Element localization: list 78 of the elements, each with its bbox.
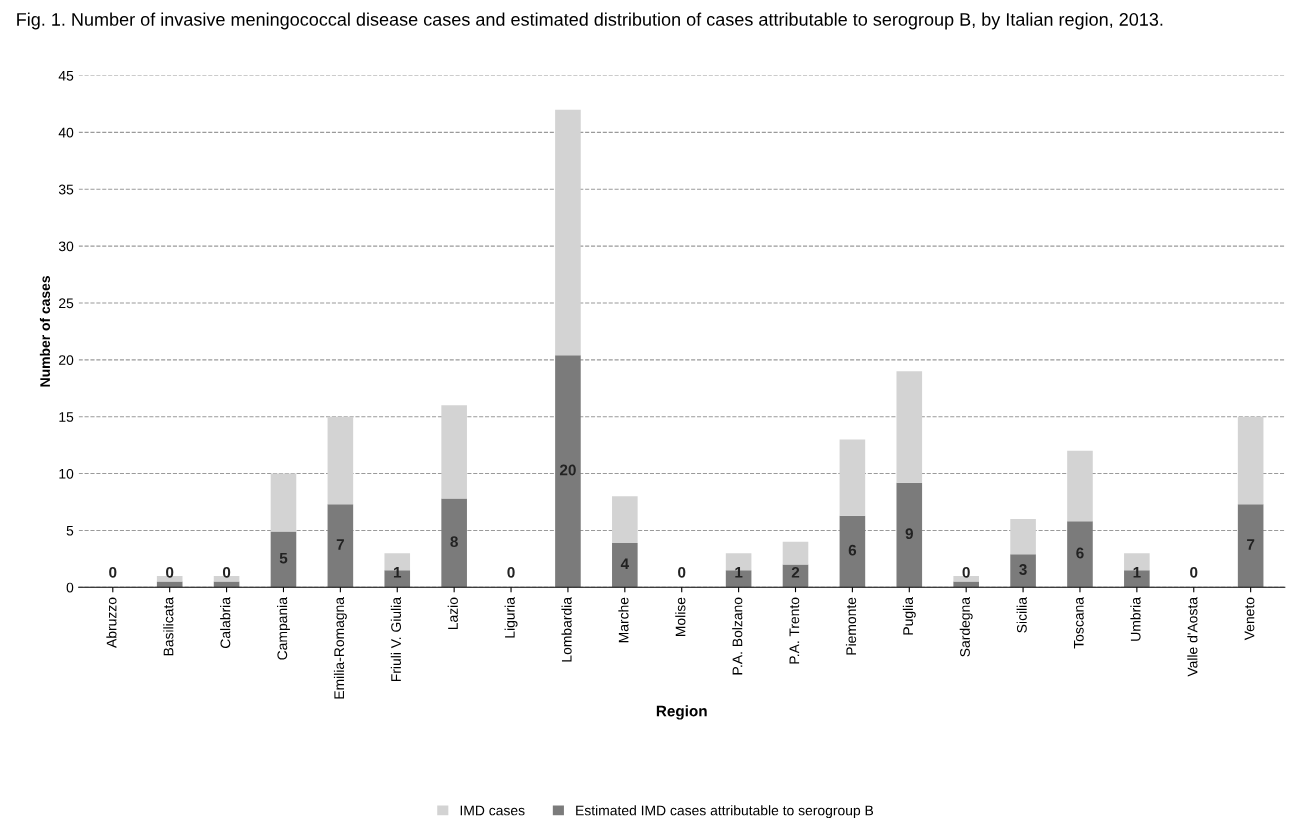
legend-label: IMD cases	[460, 805, 525, 816]
x-tick-label: Marche	[618, 597, 629, 643]
bar	[782, 541, 809, 565]
y-tick-label: 10	[59, 468, 74, 479]
x-tick-label: Piemonte	[845, 597, 857, 655]
bar	[1010, 554, 1036, 588]
data-label: 0	[109, 566, 117, 578]
x-tick-label: Molise	[675, 597, 686, 637]
data-label: 0	[1190, 566, 1198, 578]
data-label: 0	[678, 566, 686, 578]
data-label: 1	[735, 567, 743, 578]
data-label: 6	[1076, 547, 1084, 559]
bar	[1067, 450, 1093, 522]
x-tick-label: Sardegna	[959, 597, 973, 657]
data-label: 0	[962, 566, 970, 578]
bar	[327, 416, 354, 505]
bar	[1067, 521, 1093, 588]
y-tick-label: 35	[58, 184, 74, 195]
x-tick-label: Lombardia	[561, 597, 572, 662]
x-tick-label: Valle d'Aosta	[1187, 597, 1198, 677]
bar	[555, 109, 581, 356]
x-tick-label: Liguria	[504, 597, 518, 638]
y-tick-label: 5	[66, 525, 74, 536]
bar	[327, 504, 354, 588]
x-tick-label: Sicilia	[1016, 597, 1027, 633]
data-label: 2	[791, 566, 800, 578]
bar	[1237, 416, 1264, 505]
y-tick-label: 40	[58, 127, 74, 138]
data-label: 3	[1019, 564, 1027, 575]
legend-label: Estimated IMD cases attributable to serogroup B	[576, 805, 874, 819]
bar	[441, 498, 467, 588]
x-tick-label: Emilia-Romagna	[333, 597, 347, 699]
data-label: 7	[336, 539, 344, 550]
y-tick-label: 15	[59, 412, 74, 422]
bar	[896, 371, 923, 483]
bar	[270, 531, 297, 588]
bar	[839, 515, 866, 588]
x-tick-label: Abruzzo	[106, 597, 117, 648]
data-label: 8	[450, 536, 458, 548]
bar	[612, 542, 638, 588]
bar	[555, 355, 581, 588]
data-label: 1	[393, 567, 402, 578]
bar	[441, 405, 467, 499]
bar	[1237, 504, 1264, 588]
data-label: 4	[620, 558, 629, 570]
x-tick-label: P.A. Trento	[789, 597, 800, 664]
y-tick-label: 20	[59, 355, 74, 366]
x-tick-label: Umbria	[1130, 597, 1141, 641]
data-label: 0	[507, 566, 515, 578]
data-label: 0	[222, 566, 231, 578]
chart-title: Fig. 1. Number of invasive meningococcal disease cases and estimated distribution of cases attributable to serogroup B, by Italian region, 2013.	[17, 12, 1163, 30]
x-axis-title: Region	[656, 705, 707, 720]
bar	[612, 496, 638, 543]
bar	[270, 473, 297, 532]
x-tick-label: Friuli V. Giulia	[390, 597, 401, 682]
x-tick-label: Veneto	[1244, 597, 1255, 641]
x-tick-label: Toscana	[1074, 597, 1084, 649]
bar	[896, 482, 923, 588]
x-tick-label: P.A. Bolzano	[732, 597, 743, 675]
data-label: 9	[905, 528, 913, 540]
y-tick-label: 45	[58, 70, 74, 81]
data-label: 0	[166, 566, 174, 578]
data-label: 6	[848, 544, 857, 556]
x-tick-label: Lazio	[447, 597, 458, 630]
data-label: 5	[279, 552, 288, 564]
y-tick-label: 30	[58, 241, 74, 252]
x-tick-label: Calabria	[220, 597, 231, 649]
y-axis-title: Number of cases	[39, 276, 51, 387]
x-tick-label: Campania	[277, 597, 290, 660]
y-tick-label: 25	[59, 298, 74, 309]
x-tick-label: Basilicata	[163, 597, 174, 656]
x-tick-label: Puglia	[902, 597, 916, 635]
bar	[1010, 519, 1036, 555]
bar	[839, 439, 866, 516]
y-tick-label: 0	[66, 582, 74, 593]
data-label: 1	[1133, 567, 1141, 578]
data-label: 20	[559, 464, 576, 476]
data-label: 7	[1247, 539, 1255, 550]
